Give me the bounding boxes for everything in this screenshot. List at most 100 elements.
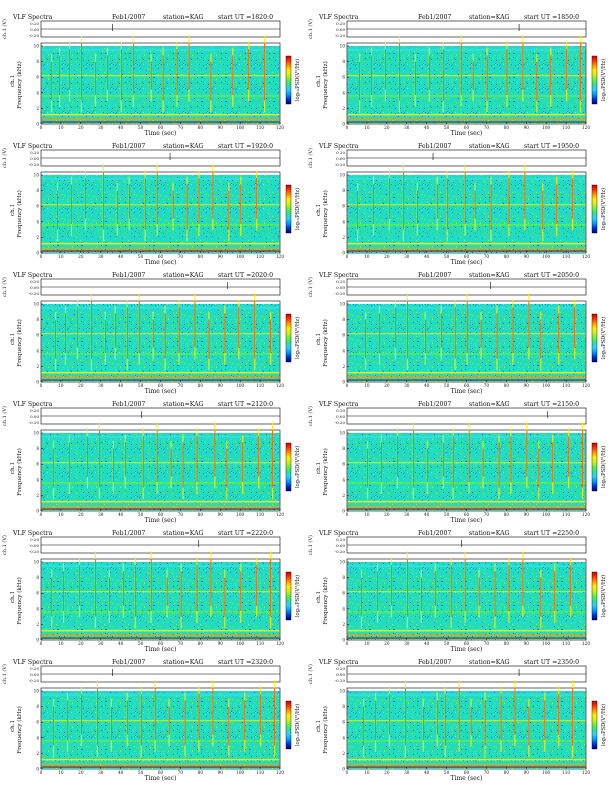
emission-burst-core xyxy=(428,55,430,90)
y-tick-label: 0 xyxy=(36,509,39,514)
y-tick-label: 6 xyxy=(36,333,39,338)
x-tick-label: 80 xyxy=(504,770,510,775)
emission-burst-core xyxy=(71,184,72,225)
y-tick-label: 4 xyxy=(342,90,345,95)
emission-burst-core xyxy=(403,171,404,230)
waveform-tick-label: 0.20 xyxy=(30,150,39,155)
emission-burst-core xyxy=(107,55,108,90)
emission-burst-core xyxy=(258,436,260,477)
frequency-band xyxy=(41,505,280,508)
frequency-band xyxy=(347,118,586,121)
emission-burst-core xyxy=(240,184,242,225)
emission-burst-core xyxy=(77,307,78,348)
emission-burst-core xyxy=(544,700,546,741)
emission-burst-core xyxy=(379,313,380,354)
x-axis-label: Time (sec) xyxy=(145,775,177,782)
x-tick-label: 50 xyxy=(138,641,144,646)
panel-title: VLF Spectra xyxy=(12,14,53,21)
colorbar-label: log₁₀PSD(V²/Hz) xyxy=(600,317,607,359)
frequency-band xyxy=(41,591,280,593)
y-axis-label: Frequency (kHz) xyxy=(322,448,329,496)
y-tick-label: 6 xyxy=(342,591,345,596)
y-tick-label: 6 xyxy=(36,720,39,725)
y-tick-label: 6 xyxy=(36,75,39,80)
emission-burst-core xyxy=(196,565,198,612)
y-tick-label: 2 xyxy=(342,106,345,111)
emission-burst-core xyxy=(450,565,452,617)
x-axis-label: Time (sec) xyxy=(145,130,177,137)
frequency-band xyxy=(41,306,280,309)
y-tick-label: 4 xyxy=(342,219,345,224)
x-tick-label: 0 xyxy=(40,770,43,775)
emission-burst-core xyxy=(111,706,112,741)
y-tick-label: 2 xyxy=(342,493,345,498)
emission-burst-core xyxy=(69,49,70,90)
y-tick-label: 6 xyxy=(36,462,39,467)
panel-start-ut: start UT =2220:0 xyxy=(218,530,273,537)
x-tick-label: 0 xyxy=(346,770,349,775)
emission-burst-core xyxy=(85,178,86,219)
y-tick-label: 10 xyxy=(340,173,346,178)
x-tick-label: 80 xyxy=(504,641,510,646)
y-tick-label: 10 xyxy=(340,302,346,307)
y-tick-label: 8 xyxy=(342,317,345,322)
emission-burst-core xyxy=(389,178,390,219)
emission-burst-core xyxy=(150,61,152,90)
panel-station: station=KAG xyxy=(163,659,204,666)
frequency-band xyxy=(41,242,280,245)
channel-label: ch.1 xyxy=(316,204,322,216)
spectrogram-image xyxy=(347,46,586,124)
emission-burst-core xyxy=(272,429,274,488)
panel-title: VLF Spectra xyxy=(318,530,359,537)
emission-burst-core xyxy=(57,190,58,230)
panel-start-ut: start UT =1820:0 xyxy=(218,14,273,21)
waveform-tick-label: 0.20 xyxy=(30,408,39,413)
waveform-ylabel: ch.1 (V) xyxy=(1,277,8,297)
x-axis-label: Time (sec) xyxy=(451,775,483,782)
y-tick-label: 2 xyxy=(342,235,345,240)
emission-burst-core xyxy=(436,184,438,219)
x-tick-label: 100 xyxy=(542,770,550,775)
emission-burst-core xyxy=(170,448,172,477)
emission-burst-core xyxy=(95,558,96,617)
waveform-ylabel: ch.1 (V) xyxy=(307,406,314,426)
waveform-ylabel: ch.1 (V) xyxy=(1,406,8,426)
y-tick-label: 6 xyxy=(342,333,345,338)
x-tick-label: 60 xyxy=(158,254,164,259)
waveform-tick-label: -0.20 xyxy=(29,33,40,38)
y-tick-label: 10 xyxy=(34,302,40,307)
x-tick-label: 120 xyxy=(276,512,284,517)
emission-burst-core xyxy=(454,307,456,359)
x-tick-label: 90 xyxy=(218,770,224,775)
emission-burst-core xyxy=(228,190,230,230)
spectrogram-panel: VLF Spectra Feb1/2007 station=KAG start UT … xyxy=(1,272,301,395)
channel-label: ch.1 xyxy=(10,591,16,603)
x-tick-label: 50 xyxy=(444,641,450,646)
emission-burst-core xyxy=(79,565,80,606)
waveform-tick-label: 0.20 xyxy=(30,666,39,671)
panel-station: station=KAG xyxy=(163,14,204,21)
panel-station: station=KAG xyxy=(163,143,204,150)
waveform-tick-label: 0.20 xyxy=(336,666,345,671)
x-tick-label: 40 xyxy=(424,383,430,388)
y-tick-label: 4 xyxy=(342,477,345,482)
emission-burst-core xyxy=(582,429,584,488)
emission-burst-core xyxy=(274,687,276,746)
frequency-band xyxy=(347,693,586,696)
x-tick-label: 70 xyxy=(178,770,184,775)
x-tick-label: 30 xyxy=(404,770,410,775)
channel-label: ch.1 xyxy=(316,591,322,603)
y-tick-label: 0 xyxy=(342,509,345,514)
x-tick-label: 50 xyxy=(444,125,450,130)
x-tick-label: 0 xyxy=(40,641,43,646)
frequency-band xyxy=(347,371,586,374)
frequency-band xyxy=(347,720,586,722)
channel-label: ch.1 xyxy=(316,720,322,732)
x-tick-label: 10 xyxy=(58,641,64,646)
x-tick-label: 120 xyxy=(276,125,284,130)
emission-burst-core xyxy=(452,436,454,488)
x-tick-label: 60 xyxy=(464,125,470,130)
colorbar-label: log₁₀PSD(V²/Hz) xyxy=(600,704,607,746)
y-tick-label: 0 xyxy=(36,638,39,643)
frequency-band xyxy=(41,629,280,632)
